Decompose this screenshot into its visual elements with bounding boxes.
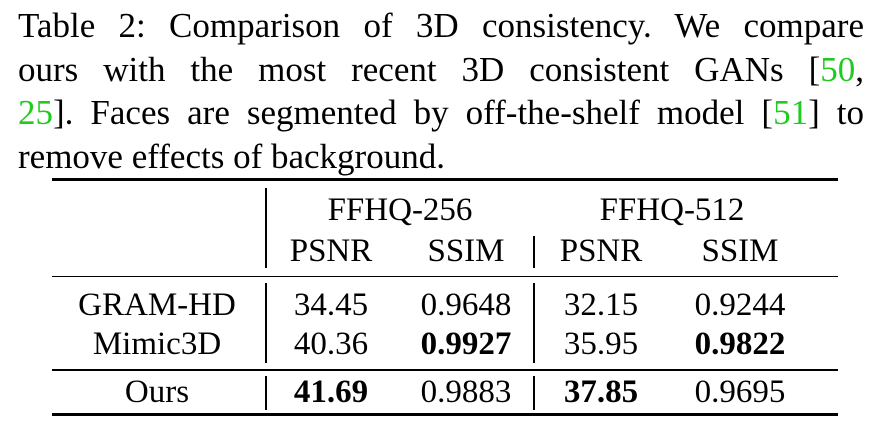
caption-line-2: ours with the most recent 3D consistent … [18, 49, 864, 89]
group-header: FFHQ-256 [327, 192, 473, 228]
caption-line-4: remove effects of background. [18, 136, 445, 176]
citation-link[interactable]: 25 [18, 93, 53, 132]
citation-link[interactable]: 50 [820, 49, 856, 89]
caption-line-1: Table 2: Comparison of 3D consistency. W… [18, 6, 864, 45]
table-cell: 35.95 [563, 326, 639, 362]
table-cell: 0.9244 [694, 287, 786, 323]
citation-link[interactable]: 51 [773, 93, 809, 132]
table-cell: 34.45 [293, 287, 369, 323]
table-cell-best: 0.9927 [420, 326, 512, 362]
method-name: Mimic3D [92, 326, 222, 362]
method-separator [265, 188, 267, 268]
header-rule [52, 276, 838, 278]
mid-rule [52, 369, 838, 371]
method-separator [265, 283, 267, 363]
group-header: FFHQ-512 [599, 192, 745, 228]
table-cell: 0.9883 [420, 374, 512, 410]
metric-header: SSIM [427, 233, 505, 269]
table-cell: 32.15 [563, 287, 639, 323]
table-cell-best: 0.9822 [694, 326, 786, 362]
group-separator [533, 283, 535, 363]
method-name: Ours [124, 374, 190, 410]
metric-header: PSNR [289, 233, 373, 269]
metric-header: PSNR [559, 233, 643, 269]
method-separator [265, 376, 267, 410]
metric-header: SSIM [701, 233, 779, 269]
table-cell: 40.36 [293, 326, 369, 362]
group-separator [533, 236, 535, 268]
table-caption: Table 2: Comparison of 3D consistency. W… [18, 4, 864, 178]
table-cell-best: 37.85 [563, 374, 639, 410]
group-separator [533, 376, 535, 410]
bottom-rule [52, 413, 838, 416]
table-cell: 0.9648 [420, 287, 512, 323]
table-cell: 0.9695 [694, 374, 786, 410]
top-rule [52, 178, 838, 181]
method-name: GRAM-HD [78, 287, 236, 323]
table-cell-best: 41.69 [293, 374, 369, 410]
caption-line-3: 25]. Faces are segmented by off-the-shel… [18, 93, 864, 132]
